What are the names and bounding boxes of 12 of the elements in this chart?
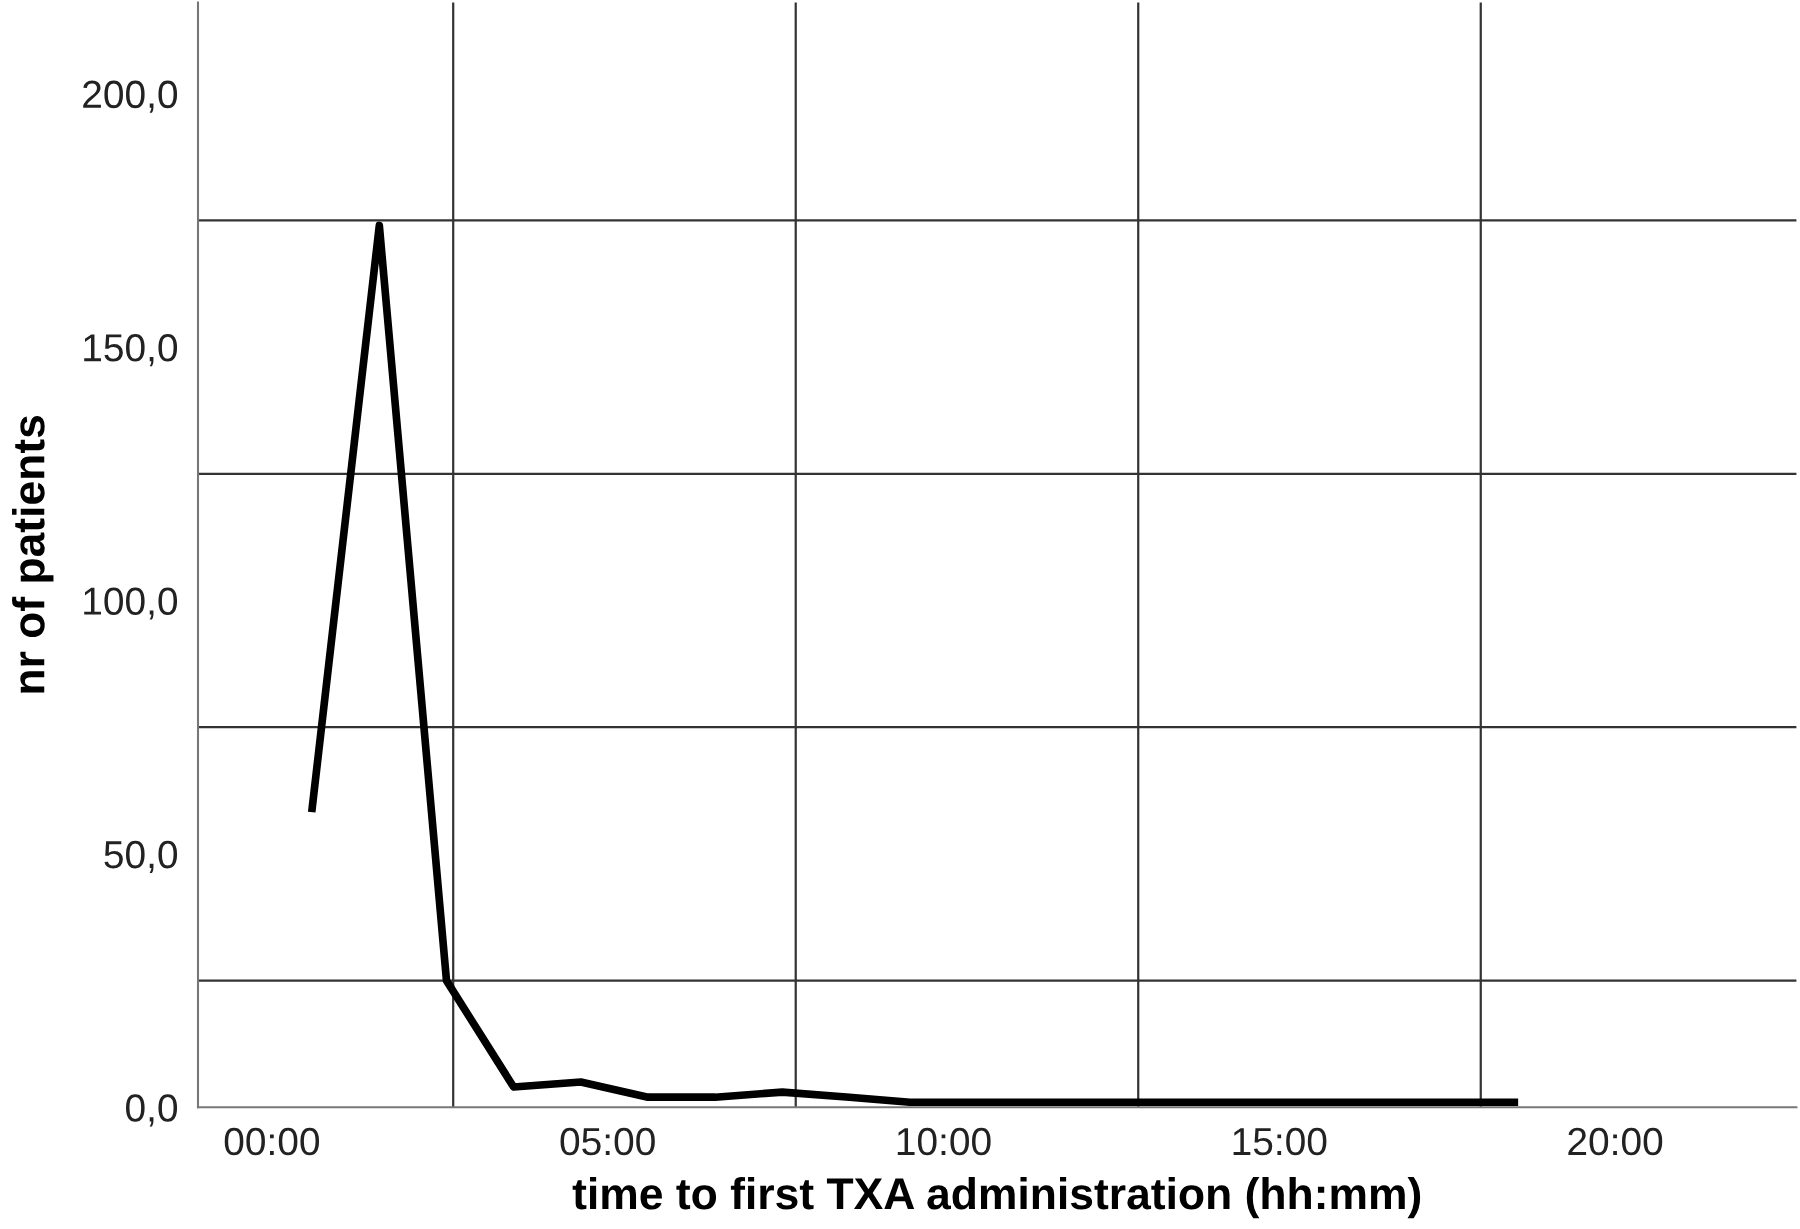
- y-tick-label: 0,0: [126, 1094, 178, 1127]
- x-tick-label: 10:00: [897, 1127, 991, 1156]
- x-axis-title: time to first TXA administration (hh:mm): [572, 1176, 1421, 1219]
- y-tick-label: 200,0: [83, 80, 178, 113]
- x-tick-label: 15:00: [1233, 1127, 1327, 1156]
- y-tick-label: 150,0: [84, 334, 178, 367]
- x-tick-label: 05:00: [560, 1127, 655, 1156]
- x-tick-label: 20:00: [1568, 1127, 1663, 1156]
- x-tick-label: 00:00: [224, 1127, 320, 1156]
- y-tick-label: 50,0: [104, 840, 178, 873]
- y-axis-title: nr of patients: [12, 415, 54, 693]
- y-tick-label: 100,0: [84, 587, 178, 620]
